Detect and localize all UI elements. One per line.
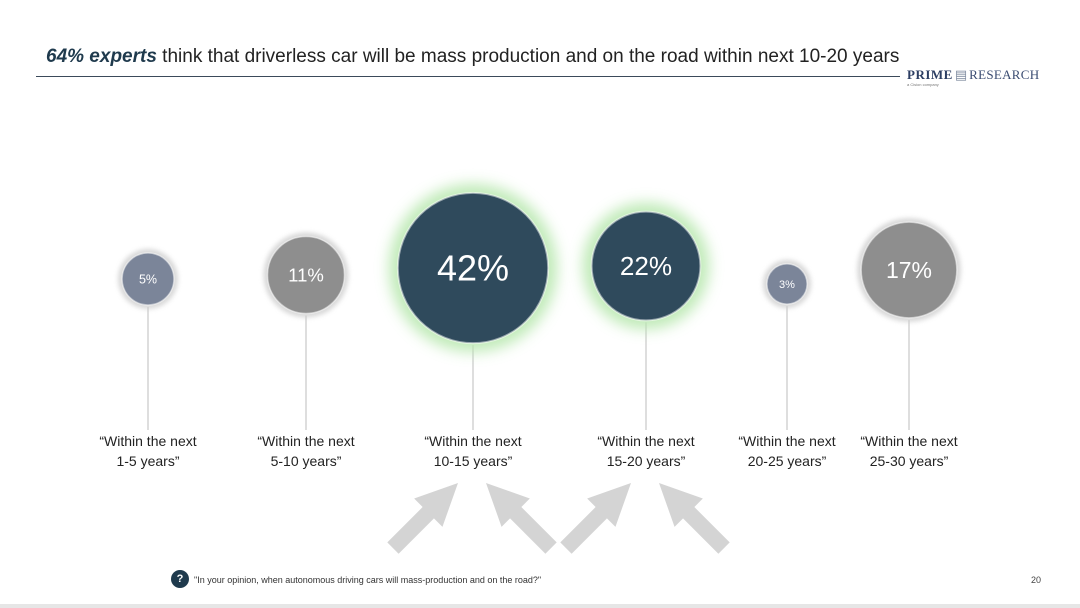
value-label: 17%: [886, 257, 932, 283]
bubble: [266, 235, 346, 315]
value-label: 11%: [288, 264, 324, 285]
bubble: [121, 252, 175, 306]
arrow-icon: [659, 483, 730, 554]
bubbles: 5% “Within the next 1-5 years” 11% “Within t…: [99, 183, 961, 469]
category-label: “Within the next: [738, 433, 835, 449]
page-number: 20: [1031, 575, 1042, 585]
logo-research: RESEARCH: [969, 67, 1040, 82]
bubble: [590, 210, 702, 322]
logo-pages-icon: ▤: [954, 67, 968, 82]
category-label: 20-25 years”: [748, 453, 827, 469]
category-label: “Within the next: [99, 433, 196, 449]
arrow-icon: [387, 483, 458, 554]
bottom-divider: [0, 604, 1080, 608]
title-rest: think that driverless car will be mass p…: [156, 46, 900, 67]
category-label: 10-15 years”: [434, 453, 513, 469]
category-label: “Within the next: [424, 433, 521, 449]
bubble: [396, 191, 550, 345]
value-label: 42%: [437, 248, 509, 289]
logo-prime: PRIME: [907, 67, 953, 82]
highlight-arrows: [387, 483, 730, 554]
value-label: 22%: [620, 251, 672, 281]
question-icon: ?: [171, 570, 189, 588]
value-label: 5%: [139, 272, 157, 286]
category-label: 15-20 years”: [607, 453, 686, 469]
category-label: 1-5 years”: [116, 453, 179, 469]
slide-title: 64% experts think that driverless car wi…: [46, 46, 899, 68]
category-label: 5-10 years”: [271, 453, 342, 469]
arrow-icon: [486, 483, 557, 554]
value-label: 3%: [779, 279, 795, 291]
category-label: “Within the next: [597, 433, 694, 449]
bubble: [766, 263, 808, 305]
logo-tagline: a Cision company: [907, 82, 939, 87]
category-label: “Within the next: [860, 433, 957, 449]
bubble: [860, 221, 958, 319]
arrow-icon: [560, 483, 631, 554]
prime-research-logo: PRIME ▤ RESEARCH: [907, 67, 1039, 83]
title-highlight: 64% experts: [46, 46, 157, 67]
category-label: 25-30 years”: [870, 453, 949, 469]
category-label: “Within the next: [257, 433, 354, 449]
title-underline: [36, 76, 900, 77]
survey-question: "In your opinion, when autonomous drivin…: [194, 575, 542, 585]
